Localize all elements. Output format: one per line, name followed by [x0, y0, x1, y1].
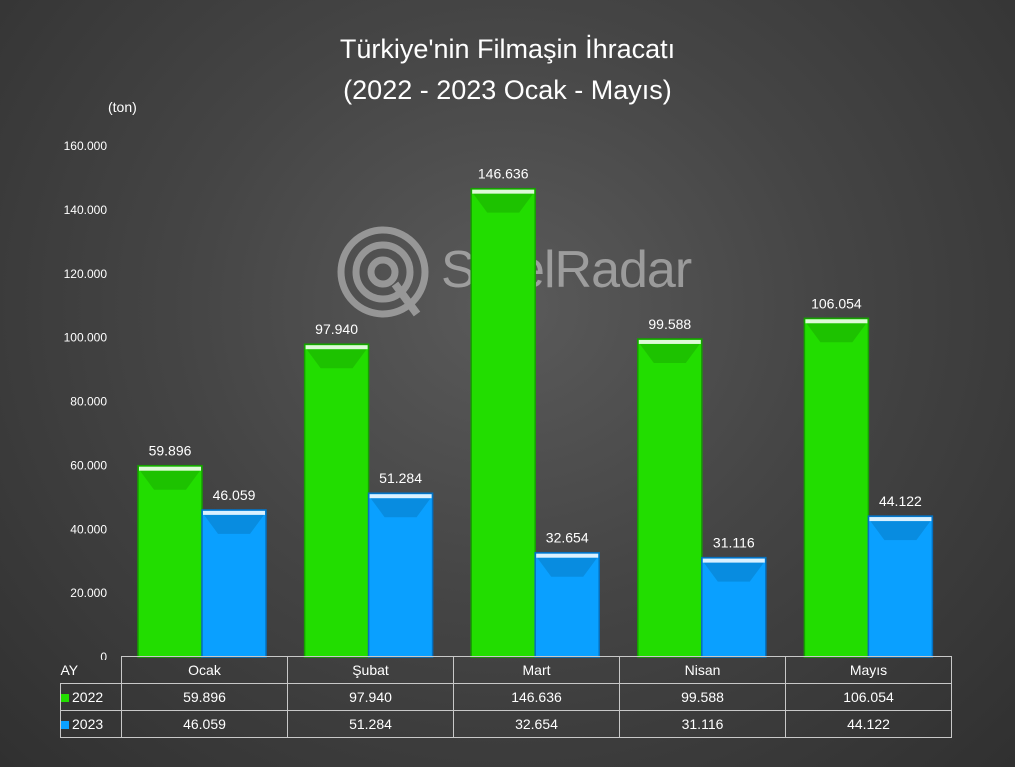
- table-cell: 46.059: [121, 710, 288, 738]
- table-cat-4: Mayıs: [785, 656, 952, 684]
- table-cat-3: Nisan: [619, 656, 786, 684]
- bar-2022-4: [803, 317, 870, 658]
- table-series-2023: 2023: [60, 710, 122, 738]
- bar-value-label: 31.116: [713, 535, 755, 551]
- bar-2022-3: [637, 338, 703, 658]
- y-tick-label: 80.000: [70, 395, 107, 409]
- bar-2023-0: [201, 509, 267, 658]
- table-cell: 32.654: [453, 710, 620, 738]
- bar-value-label: 51.284: [379, 470, 422, 486]
- bar-value-label: 32.654: [546, 530, 589, 546]
- bar-chart: 0 20.000 40.000 60.000 80.000 100.000 120.000 1…: [64, 139, 934, 660]
- bar-value-label: 44.122: [879, 493, 922, 509]
- bar-2023-2: [534, 551, 600, 658]
- table-row-header: AY: [60, 661, 79, 678]
- y-tick-label: 120.000: [64, 267, 108, 281]
- legend-2022-icon: [61, 694, 69, 703]
- table-cat-2: Mart: [453, 656, 620, 684]
- legend-2023-icon: [61, 721, 69, 730]
- steelradar-logo-icon: [337, 226, 429, 318]
- table-cell: 97.940: [287, 683, 454, 711]
- table-cell: 31.116: [619, 710, 786, 738]
- bar-value-label: 146.636: [478, 166, 529, 182]
- table-cell: 99.588: [619, 683, 786, 711]
- y-tick-label: 40.000: [70, 522, 107, 536]
- table-cell: 59.896: [121, 683, 288, 711]
- bar-value-label: 99.588: [648, 316, 691, 332]
- y-tick-label: 60.000: [70, 458, 107, 472]
- y-axis-unit-label: (ton): [108, 99, 137, 115]
- table-cat-0: Ocak: [121, 656, 288, 684]
- chart-title: Türkiye'nin Filmaşin İhracatı: [339, 34, 676, 64]
- data-table: AY Ocak Şubat Mart Nisan Mayıs 2022 59.8…: [60, 656, 952, 738]
- bar-2023-4: [867, 515, 934, 658]
- table-cell: 51.284: [287, 710, 454, 738]
- bar-2022-2: [470, 187, 536, 658]
- bar-2022-0: [137, 464, 203, 658]
- y-tick-label: 20.000: [70, 586, 107, 600]
- bar-value-label: 97.940: [315, 321, 358, 337]
- table-cat-1: Şubat: [287, 656, 454, 684]
- table-cell: 146.636: [453, 683, 620, 711]
- table-row: 2022 59.896 97.940 146.636 99.588 106.05…: [60, 683, 952, 711]
- table-cell: 106.054: [785, 683, 952, 711]
- y-tick-label: 100.000: [64, 331, 108, 345]
- bar-value-label: 46.059: [213, 487, 256, 503]
- table-row: 2023 46.059 51.284 32.654 31.116 44.122: [60, 710, 952, 738]
- chart-subtitle: (2022 - 2023 Ocak - Mayıs): [343, 75, 672, 105]
- bar-value-label: 106.054: [811, 295, 862, 311]
- table-series-2022: 2022: [60, 683, 122, 711]
- y-tick-label: 0: [100, 650, 107, 660]
- bar-2023-1: [367, 492, 434, 658]
- bar-2022-1: [303, 343, 370, 658]
- y-tick-label: 140.000: [64, 203, 108, 217]
- y-tick-label: 160.000: [64, 139, 108, 153]
- bar-2023-3: [701, 556, 767, 658]
- table-header-row: AY Ocak Şubat Mart Nisan Mayıs: [60, 656, 952, 684]
- bar-value-label: 59.896: [149, 443, 192, 459]
- table-cell: 44.122: [785, 710, 952, 738]
